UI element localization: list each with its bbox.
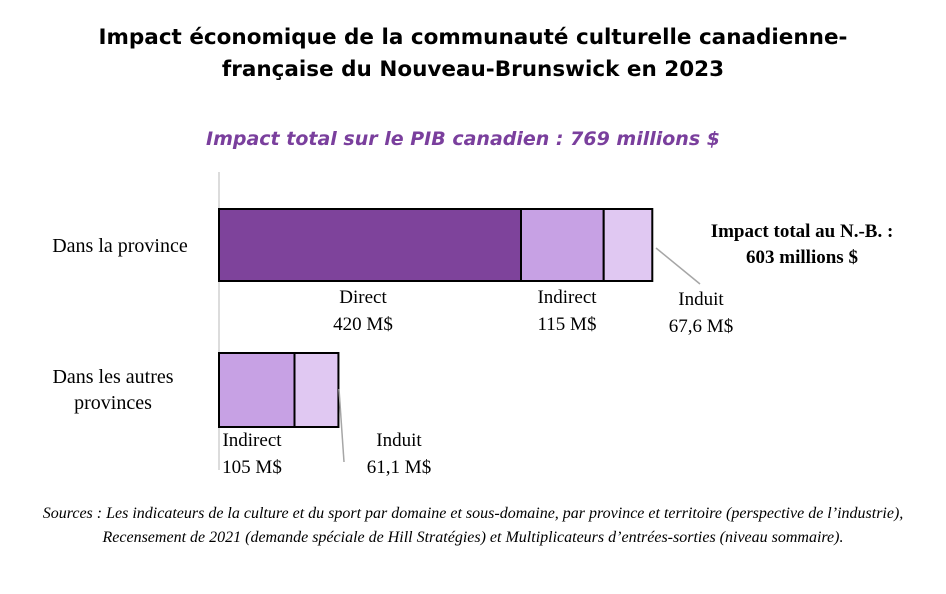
segment-name-induit-1: Induit	[678, 289, 724, 310]
data-label-induit-2: 61,1 M$	[367, 457, 431, 478]
category-label-1-line-1: Dans la province	[52, 235, 188, 257]
bar-direct-1	[218, 208, 522, 282]
bar-indirect-1	[520, 208, 605, 282]
bar-induit-2	[293, 352, 340, 428]
total-annotation-line-1: Impact total au N.-B. :	[711, 221, 894, 242]
leader-line-induit-2	[338, 388, 345, 463]
segment-name-direct-1: Direct	[339, 287, 387, 308]
segment-name-induit-2: Induit	[376, 430, 422, 451]
leader-line-induit-1	[655, 247, 701, 285]
chart-title: Impact économique de la communauté cultu…	[0, 22, 946, 86]
total-annotation-line-2: 603 millions $	[746, 247, 858, 268]
chart-subtitle: Impact total sur le PIB canadien : 769 m…	[206, 128, 720, 150]
bar-indirect-2	[218, 352, 296, 428]
bar-induit-1	[602, 208, 654, 282]
segment-name-indirect-1: Indirect	[537, 287, 597, 308]
data-label-induit-1: 67,6 M$	[669, 316, 733, 337]
chart-title-line2: française du Nouveau-Brunswick en 2023	[221, 57, 725, 82]
sources-note: Sources : Les indicateurs de la culture …	[42, 505, 904, 546]
category-label-2-line-1: Dans les autres	[52, 366, 173, 388]
data-label-indirect-1: 115 M$	[538, 314, 597, 335]
data-label-indirect-2: 105 M$	[222, 457, 282, 478]
segment-name-indirect-2: Indirect	[222, 430, 282, 451]
chart-title-line1: Impact économique de la communauté cultu…	[98, 25, 848, 50]
data-label-direct-1: 420 M$	[333, 314, 393, 335]
category-label-2-line-2: provinces	[74, 392, 152, 414]
